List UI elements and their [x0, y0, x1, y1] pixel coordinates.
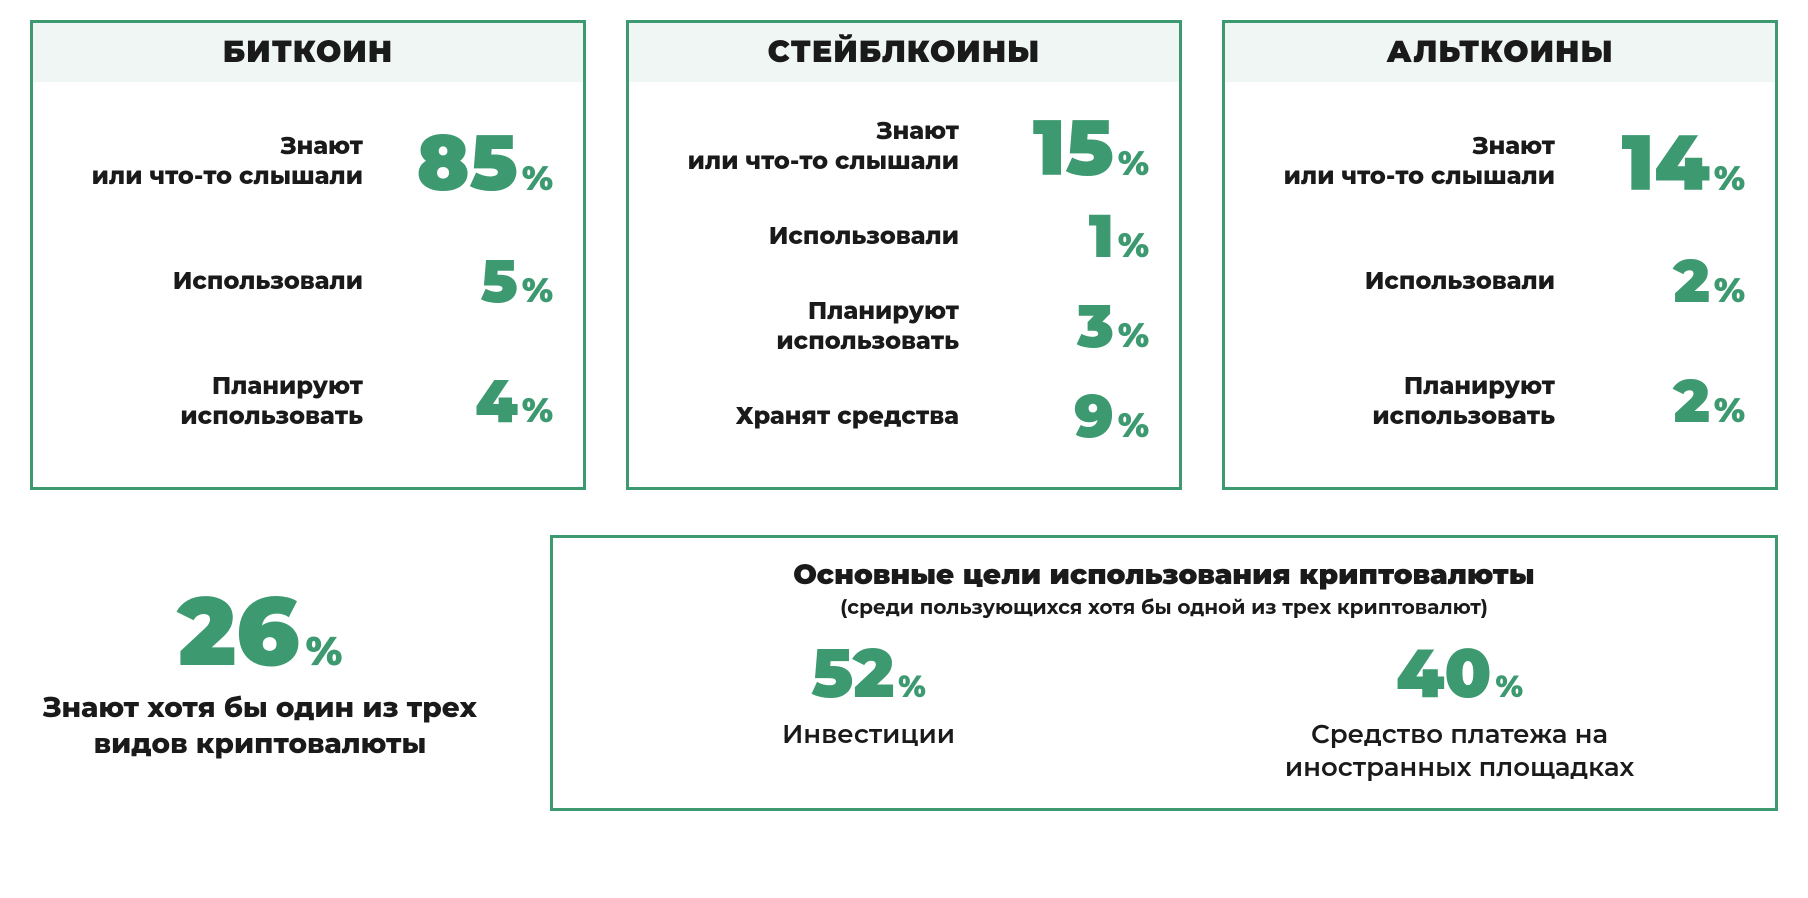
stat-value-wrap: 85%: [383, 123, 553, 201]
stat-value-wrap: 1%: [979, 207, 1149, 267]
stat-value: 85: [417, 123, 518, 201]
stat-value: 3: [1077, 297, 1114, 357]
card-body: Знают или что-то слышали 14% Использовал…: [1225, 82, 1775, 487]
goals-title: Основные цели использования криптовалюты: [593, 558, 1735, 592]
percent-sign: %: [1495, 668, 1523, 705]
stat-value: 1: [1089, 207, 1114, 267]
percent-sign: %: [306, 627, 343, 676]
stat-label: Использовали: [1255, 267, 1555, 297]
stat-label: Знают или что-то слышали: [63, 132, 363, 192]
summary-value-wrap: 26%: [178, 584, 343, 680]
percent-sign: %: [1118, 224, 1149, 266]
stat-label: Планируют использовать: [659, 297, 959, 357]
stat-row: Знают или что-то слышали 15%: [659, 102, 1149, 192]
card-body: Знают или что-то слышали 15% Использовал…: [629, 82, 1179, 487]
stat-row: Планируют использовать 4%: [63, 357, 553, 447]
bottom-row: 26% Знают хотя бы один из трех видов кри…: [30, 535, 1778, 811]
stat-value-wrap: 15%: [979, 108, 1149, 186]
stat-label: Использовали: [63, 267, 363, 297]
percent-sign: %: [522, 269, 553, 311]
card-title: БИТКОИН: [33, 23, 583, 82]
stat-value: 4: [475, 372, 518, 432]
stat-value: 2: [1673, 252, 1709, 312]
goals-subtitle: (среди пользующихся хотя бы одной из тре…: [593, 596, 1735, 620]
goal-value: 52: [811, 632, 894, 715]
stat-label: Использовали: [659, 222, 959, 252]
stat-value: 2: [1673, 372, 1709, 432]
percent-sign: %: [522, 389, 553, 431]
stat-row: Использовали 1%: [659, 192, 1149, 282]
percent-sign: %: [522, 157, 553, 199]
stat-value-wrap: 5%: [383, 252, 553, 312]
goals-row: 52% Инвестиции 40% Средство платежа на и…: [593, 640, 1735, 783]
goal-label: Инвестиции: [782, 718, 955, 751]
card-title: СТЕЙБЛКОИНЫ: [629, 23, 1179, 82]
percent-sign: %: [898, 668, 926, 705]
percent-sign: %: [1714, 269, 1745, 311]
card-title: АЛЬТКОИНЫ: [1225, 23, 1775, 82]
crypto-cards-row: БИТКОИН Знают или что-то слышали 85% Исп…: [30, 20, 1778, 490]
stat-value: 9: [1074, 387, 1114, 447]
stat-label: Хранят средства: [659, 402, 959, 432]
percent-sign: %: [1118, 142, 1149, 184]
summary-block: 26% Знают хотя бы один из трех видов кри…: [30, 535, 490, 811]
goal-item: 52% Инвестиции: [593, 640, 1144, 783]
percent-sign: %: [1118, 314, 1149, 356]
goal-value: 40: [1396, 632, 1491, 715]
goal-item: 40% Средство платежа на иностранных площ…: [1184, 640, 1735, 783]
stat-value-wrap: 14%: [1575, 123, 1745, 201]
goals-card: Основные цели использования криптовалюты…: [550, 535, 1778, 811]
stat-value: 5: [481, 252, 518, 312]
stat-row: Хранят средства 9%: [659, 372, 1149, 462]
stat-row: Использовали 2%: [1255, 237, 1745, 327]
stat-label: Планируют использовать: [63, 372, 363, 432]
stat-row: Планируют использовать 2%: [1255, 357, 1745, 447]
card-altcoins: АЛЬТКОИНЫ Знают или что-то слышали 14% И…: [1222, 20, 1778, 490]
stat-row: Использовали 5%: [63, 237, 553, 327]
stat-label: Планируют использовать: [1255, 372, 1555, 432]
stat-value-wrap: 4%: [383, 372, 553, 432]
stat-row: Планируют использовать 3%: [659, 282, 1149, 372]
stat-value-wrap: 2%: [1575, 372, 1745, 432]
goal-label: Средство платежа на иностранных площадка…: [1285, 718, 1634, 783]
stat-value: 15: [1033, 108, 1114, 186]
stat-value-wrap: 9%: [979, 387, 1149, 447]
stat-value-wrap: 3%: [979, 297, 1149, 357]
summary-label: Знают хотя бы один из трех видов криптов…: [43, 690, 477, 763]
stat-label: Знают или что-то слышали: [1255, 132, 1555, 192]
percent-sign: %: [1118, 404, 1149, 446]
percent-sign: %: [1714, 389, 1745, 431]
goal-value-wrap: 40%: [1396, 640, 1523, 708]
stat-row: Знают или что-то слышали 85%: [63, 117, 553, 207]
stat-row: Знают или что-то слышали 14%: [1255, 117, 1745, 207]
stat-label: Знают или что-то слышали: [659, 117, 959, 177]
card-body: Знают или что-то слышали 85% Использовал…: [33, 82, 583, 487]
stat-value-wrap: 2%: [1575, 252, 1745, 312]
stat-value: 14: [1622, 123, 1710, 201]
card-bitcoin: БИТКОИН Знают или что-то слышали 85% Исп…: [30, 20, 586, 490]
goal-value-wrap: 52%: [811, 640, 926, 708]
card-stablecoins: СТЕЙБЛКОИНЫ Знают или что-то слышали 15%…: [626, 20, 1182, 490]
summary-value: 26: [178, 573, 300, 690]
percent-sign: %: [1714, 157, 1745, 199]
